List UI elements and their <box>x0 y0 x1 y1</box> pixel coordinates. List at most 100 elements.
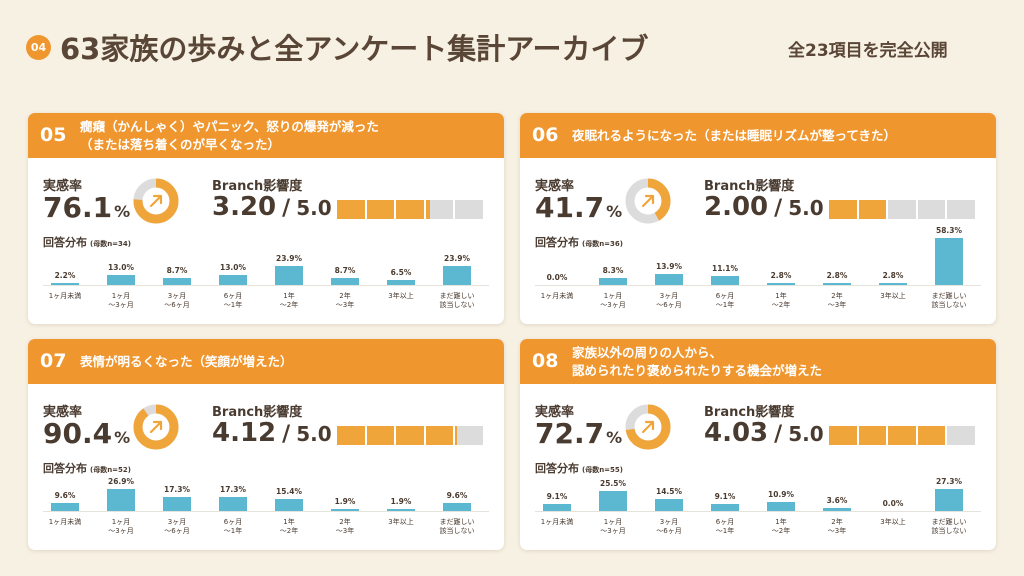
rate-value: 90.4% <box>43 417 130 450</box>
card-header: 06 夜眠れるようになった（または睡眠リズムが整ってきた） <box>520 113 996 158</box>
impact-number: 3.20 <box>212 192 277 222</box>
bar <box>711 276 739 285</box>
value-label: 8.3% <box>602 266 624 276</box>
rate-label: 実感率 <box>535 405 575 420</box>
category-label: 2年 〜3年 <box>827 292 847 310</box>
card: 05 癇癪（かんしゃく）やパニック、怒りの爆発が減った （または落ち着くのが早くな… <box>28 113 504 324</box>
bar <box>163 497 191 511</box>
card-number: 05 <box>40 124 67 146</box>
value-label: 23.9% <box>443 253 471 263</box>
card-title: 癇癪（かんしゃく）やパニック、怒りの爆発が減った （または落ち着くのが早くなった… <box>80 119 379 152</box>
category-label: 1ヶ月 〜3ヶ月 <box>600 292 626 310</box>
impact-separator: / <box>282 196 291 221</box>
value-label: 9.6% <box>54 491 76 501</box>
bar <box>51 283 79 285</box>
card-header: 08 家族以外の周りの人から、 認められたり褒められたりする機会が増えた <box>520 339 996 384</box>
impact-number: 2.00 <box>704 192 769 222</box>
value-label: 9.6% <box>446 491 468 501</box>
bar <box>219 497 247 511</box>
category-label: 3ヶ月 〜6ヶ月 <box>164 292 190 310</box>
impact-label: Branch影響度 <box>212 179 303 194</box>
rate-value: 41.7% <box>535 191 622 224</box>
bar <box>51 503 79 511</box>
rate-number: 90.4 <box>43 417 113 450</box>
category-label: 1年 〜2年 <box>279 518 299 536</box>
arrow-icon <box>641 194 655 208</box>
arrow-icon <box>641 420 655 434</box>
bar <box>107 489 135 511</box>
impact-label: Branch影響度 <box>704 405 795 420</box>
bar <box>767 282 795 285</box>
bar <box>767 502 795 511</box>
card-number: 08 <box>532 350 559 372</box>
score-divider <box>886 426 889 445</box>
distribution-label: 回答分布 (母数n=34) <box>43 234 131 250</box>
card-number: 06 <box>532 124 559 146</box>
impact-separator: / <box>774 422 783 447</box>
card: 07 表情が明るくなった（笑顔が増えた） 実感率 90.4% Branch影響度 4.12… <box>28 339 504 550</box>
value-label: 9.1% <box>546 491 568 501</box>
card-title: 夜眠れるようになった（または睡眠リズムが整ってきた） <box>572 127 897 143</box>
category-label: 1年 〜2年 <box>279 292 299 310</box>
value-label: 3.6% <box>826 496 848 506</box>
category-label: 1ヶ月未満 <box>540 292 574 300</box>
score-divider <box>857 426 860 445</box>
bar <box>331 509 359 511</box>
impact-separator: / <box>774 196 783 221</box>
donut-value <box>133 178 179 224</box>
bar <box>935 489 963 511</box>
value-label: 17.3% <box>219 485 247 495</box>
impact-number: 4.03 <box>704 418 769 448</box>
donut <box>625 404 671 450</box>
title: 63家族の歩みと全アンケート集計アーカイブ <box>60 32 649 66</box>
category-label: 1年 〜2年 <box>771 518 791 536</box>
badge: 04 <box>26 35 51 60</box>
score-divider <box>365 426 368 445</box>
category-label: 3年以上 <box>388 292 414 300</box>
bar <box>823 508 851 511</box>
value-label: 58.3% <box>935 226 963 236</box>
impact-separator: / <box>282 422 291 447</box>
bar <box>543 503 571 511</box>
arrow-icon <box>149 420 163 434</box>
value-label: 15.4% <box>275 486 303 496</box>
category-label: 3年以上 <box>880 518 906 526</box>
distribution-label: 回答分布 (母数n=55) <box>535 460 623 476</box>
donut-value <box>133 404 179 450</box>
rate-label: 実感率 <box>43 179 83 194</box>
score-bar <box>829 426 975 445</box>
value-label: 23.9% <box>275 253 303 263</box>
bar <box>331 278 359 285</box>
score-bar <box>829 200 975 219</box>
bar <box>163 278 191 285</box>
score-divider <box>944 426 947 445</box>
distribution-label: 回答分布 (母数n=36) <box>535 234 623 250</box>
value-label: 17.3% <box>163 485 191 495</box>
distribution-title: 回答分布 <box>43 462 87 475</box>
baseline <box>43 511 489 512</box>
bar <box>823 282 851 285</box>
value-label: 0.0% <box>546 273 568 282</box>
score-fill <box>337 426 458 445</box>
bar <box>599 278 627 285</box>
category-label: 6ヶ月 〜1年 <box>223 518 243 536</box>
bar <box>443 265 471 285</box>
rate-value: 72.7% <box>535 417 622 450</box>
bar <box>107 274 135 285</box>
impact-label: Branch影響度 <box>212 405 303 420</box>
category-label: 6ヶ月 〜1年 <box>715 518 735 536</box>
category-label: 3ヶ月 〜6ヶ月 <box>656 292 682 310</box>
sample-size: (母数n=36) <box>582 240 623 248</box>
category-label: 1ヶ月未満 <box>540 518 574 526</box>
distribution-title: 回答分布 <box>535 462 579 475</box>
impact-value: 3.20/5.0 <box>212 192 332 222</box>
rate-value: 76.1% <box>43 191 130 224</box>
category-label: 3ヶ月 〜6ヶ月 <box>164 518 190 536</box>
score-divider <box>886 200 889 219</box>
score-divider <box>423 200 426 219</box>
category-label: 3年以上 <box>880 292 906 300</box>
category-label: 2年 〜3年 <box>827 518 847 536</box>
value-label: 13.0% <box>219 262 247 272</box>
score-divider <box>944 200 947 219</box>
category-label: 1ヶ月 〜3ヶ月 <box>600 518 626 536</box>
